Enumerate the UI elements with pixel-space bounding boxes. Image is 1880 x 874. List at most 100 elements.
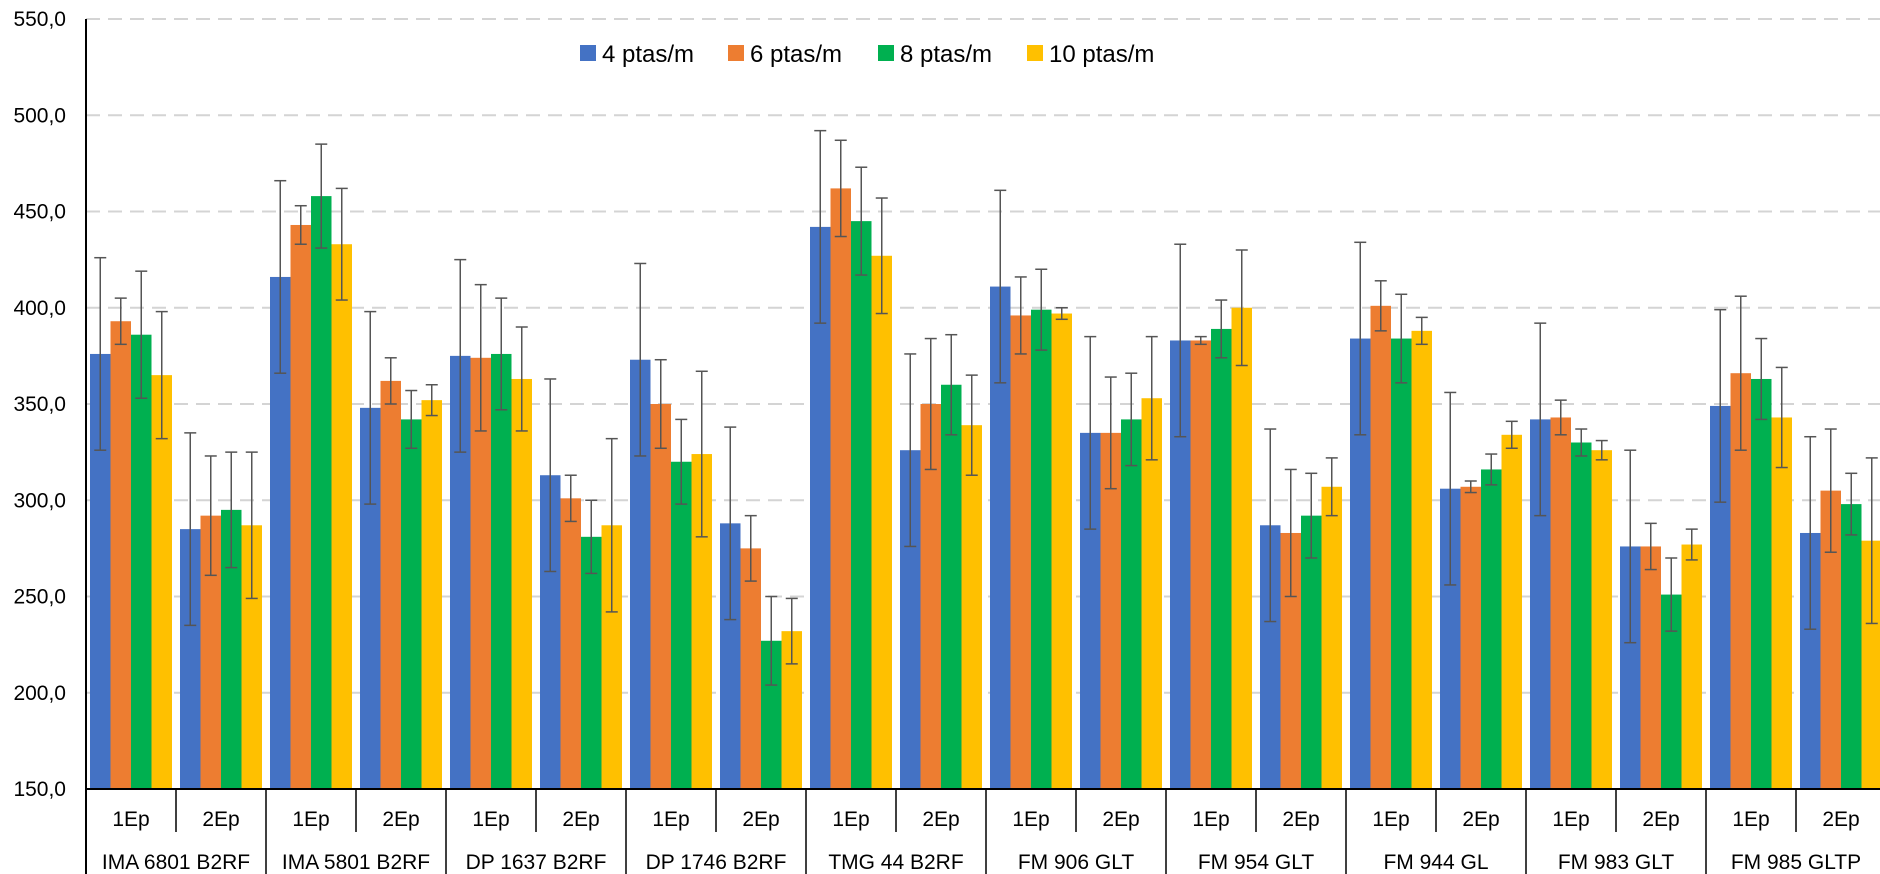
x-tick-label: 1Ep — [652, 808, 689, 831]
bar — [380, 380, 401, 789]
bar — [1661, 594, 1682, 789]
x-tick-label: 1Ep — [1192, 808, 1229, 831]
y-tick-label: 400,0 — [13, 297, 66, 320]
bar — [1841, 504, 1862, 789]
bar — [241, 525, 262, 789]
bar — [511, 378, 532, 789]
bar — [630, 359, 651, 789]
y-tick-label: 300,0 — [13, 489, 66, 512]
bar — [1141, 398, 1162, 789]
x-group-label: DP 1637 B2RF — [466, 851, 607, 874]
bar — [470, 357, 491, 789]
x-tick-label: 2Ep — [1822, 808, 1859, 831]
bar — [1260, 525, 1281, 789]
legend-label: 4 ptas/m — [602, 41, 694, 68]
x-tick-label: 1Ep — [1732, 808, 1769, 831]
x-group-label: FM 944 GL — [1383, 851, 1488, 874]
bar — [1010, 315, 1031, 789]
bar — [1190, 340, 1211, 789]
bar-series-group — [90, 188, 1880, 790]
x-tick-label: 1Ep — [292, 808, 329, 831]
bar — [1350, 338, 1371, 789]
legend-swatch — [878, 45, 894, 61]
bar — [290, 224, 311, 790]
bar — [1800, 532, 1821, 789]
bar — [601, 525, 622, 789]
x-group-label: FM 985 GLTP — [1731, 851, 1861, 874]
bar — [830, 188, 851, 789]
bar — [200, 515, 221, 789]
bar — [131, 334, 152, 789]
bar — [671, 461, 692, 789]
bar — [961, 425, 982, 789]
y-tick-label: 150,0 — [13, 778, 66, 801]
bar — [540, 475, 561, 789]
bar — [1321, 486, 1342, 789]
x-tick-label: 1Ep — [112, 808, 149, 831]
y-tick-label: 550,0 — [13, 8, 66, 31]
bar — [900, 450, 921, 789]
bar — [1771, 417, 1792, 789]
bar — [401, 419, 422, 789]
bar — [450, 355, 471, 789]
bar — [871, 255, 892, 789]
x-group-label: IMA 5801 B2RF — [282, 851, 430, 874]
bar — [110, 321, 131, 789]
bar — [421, 400, 442, 789]
bar — [851, 221, 872, 789]
bar — [1411, 330, 1432, 789]
y-tick-label: 500,0 — [13, 104, 66, 127]
bar — [560, 498, 581, 789]
bar — [1550, 417, 1571, 789]
bar — [1100, 432, 1121, 789]
bar — [1051, 313, 1072, 789]
bar — [1170, 340, 1191, 789]
bar — [720, 523, 741, 789]
x-tick-label: 2Ep — [382, 808, 419, 831]
y-tick-label: 250,0 — [13, 586, 66, 609]
x-tick-label: 2Ep — [742, 808, 779, 831]
x-tick-label: 2Ep — [202, 808, 239, 831]
legend-swatch — [728, 45, 744, 61]
bar — [1031, 309, 1052, 789]
legend: 4 ptas/m 6 ptas/m 8 ptas/m 10 ptas/m — [580, 41, 1154, 68]
bar — [1751, 378, 1772, 789]
bar — [270, 276, 291, 789]
bar — [1571, 442, 1592, 789]
bar — [990, 286, 1011, 789]
bar — [581, 536, 602, 789]
y-axis: 150,0 200,0 250,0 300,0 350,0 400,0 450,0 500,0… — [13, 8, 66, 801]
bar — [810, 226, 831, 789]
x-axis: 1Ep 2Ep IMA 6801 B2RF 1Ep 2Ep IMA 5801 B2RF 1E… — [85, 19, 1880, 874]
bar — [151, 375, 172, 789]
x-group-label: FM 983 GLT — [1558, 851, 1674, 874]
bar — [1440, 488, 1461, 789]
legend-swatch — [580, 45, 596, 61]
legend-swatch — [1027, 45, 1043, 61]
bar — [491, 353, 512, 789]
legend-label: 10 ptas/m — [1049, 41, 1154, 68]
x-tick-label: 2Ep — [922, 808, 959, 831]
bar — [781, 631, 802, 789]
x-group-label: FM 954 GLT — [1198, 851, 1314, 874]
bar — [1370, 305, 1391, 789]
bar — [1681, 544, 1702, 789]
legend-label: 8 ptas/m — [900, 41, 992, 68]
x-tick-label: 2Ep — [1102, 808, 1139, 831]
x-group-label: DP 1746 B2RF — [646, 851, 787, 874]
legend-label: 6 ptas/m — [750, 41, 842, 68]
bar — [1730, 373, 1751, 789]
bar — [650, 404, 671, 789]
error-bars-group — [94, 129, 1878, 686]
x-tick-label: 1Ep — [1372, 808, 1409, 831]
bar — [740, 548, 761, 789]
x-tick-label: 2Ep — [562, 808, 599, 831]
bar — [1231, 307, 1252, 789]
bar — [360, 407, 381, 789]
bar — [221, 509, 242, 789]
bar — [311, 196, 332, 790]
x-group-label: IMA 6801 B2RF — [102, 851, 250, 874]
bar — [1391, 338, 1412, 789]
bar — [1211, 328, 1232, 789]
